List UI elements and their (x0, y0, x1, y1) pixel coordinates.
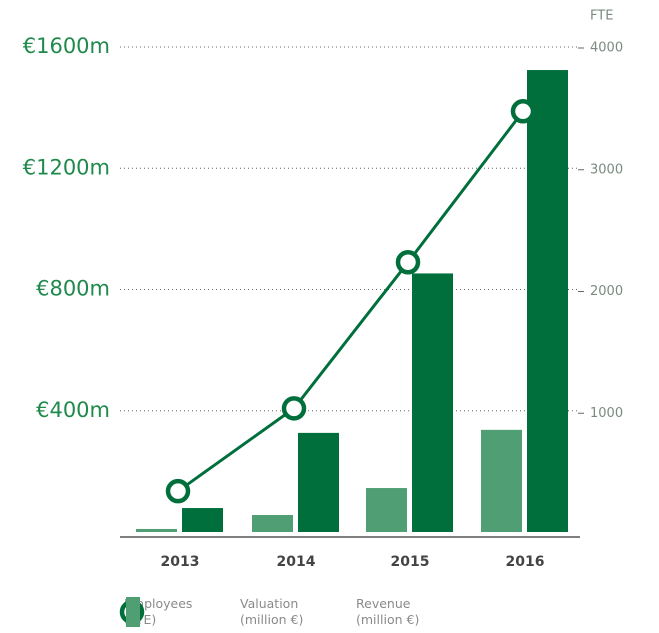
legend-item: Valuation (million €) (126, 596, 324, 628)
x-tick-label: 2014 (277, 554, 316, 570)
x-tick-label: 2016 (506, 554, 545, 570)
line-marker (165, 478, 191, 504)
y2-tick-label: 3000 (590, 162, 623, 177)
y-tick-label: €800m (36, 277, 110, 301)
y2-axis-label: FTE (590, 9, 613, 24)
bar (412, 273, 453, 532)
x-tick-label: 2013 (161, 554, 200, 570)
legend-icon (126, 597, 140, 627)
legend-label: Valuation (million €) (240, 596, 304, 627)
bar (366, 488, 407, 532)
y2-tick-label: 1000 (590, 406, 623, 421)
bar (527, 70, 568, 532)
y2-tick-label: 2000 (590, 284, 623, 299)
bar (182, 508, 223, 532)
line (177, 110, 525, 493)
y2-tick-label: 4000 (590, 41, 623, 56)
line-marker (510, 99, 536, 124)
legend-item: Revenue (million €) (126, 596, 440, 628)
line-marker (395, 250, 421, 275)
line-marker (281, 396, 307, 421)
chart: FTE €400m €800m €1200m €1600m 1000 2000 3000 40… (23, 9, 623, 571)
legend-swatch (126, 597, 140, 627)
legend-label: Revenue (million €) (356, 596, 420, 627)
y-tick-label: €400m (36, 398, 110, 422)
bar (298, 432, 339, 532)
y-tick-label: €1600m (23, 34, 110, 58)
x-tick-label: 2015 (391, 554, 430, 570)
y-tick-label: €1200m (23, 155, 110, 179)
bar (136, 528, 177, 532)
bar (481, 429, 522, 532)
legend: Employees (FTE)Valuation (million €)Reve… (118, 596, 466, 628)
bar (252, 515, 293, 532)
